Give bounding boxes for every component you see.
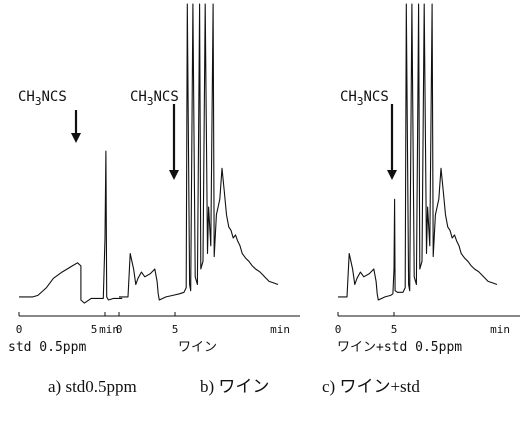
trace-line: [338, 3, 498, 301]
tick-label: 0: [116, 323, 123, 336]
arrow-head: [169, 170, 179, 180]
tick-label: 5: [172, 323, 179, 336]
arrow-head: [387, 170, 397, 180]
trace-line: [19, 150, 123, 304]
sample-label: ワイン: [178, 340, 217, 355]
tick-label: 0: [335, 323, 342, 336]
sample-label: ワイン+std 0.5ppm: [337, 340, 462, 355]
caption-b: b) ワイン: [200, 377, 269, 396]
trace-line: [119, 3, 279, 301]
compound-label: CH3NCS: [340, 89, 389, 108]
caption-c: c) ワイン+std: [322, 377, 420, 396]
tick-label: min: [99, 323, 119, 336]
tick-label: 5: [91, 323, 98, 336]
tick-label: min: [490, 323, 510, 336]
arrow-head: [71, 133, 81, 143]
tick-label: min: [270, 323, 290, 336]
tick-label: 0: [16, 323, 23, 336]
compound-label: CH3NCS: [130, 89, 179, 108]
compound-label: CH3NCS: [18, 89, 67, 108]
tick-label: 5: [391, 323, 398, 336]
caption-a: a) std0.5ppm: [48, 377, 137, 396]
sample-label: std 0.5ppm: [8, 340, 86, 355]
